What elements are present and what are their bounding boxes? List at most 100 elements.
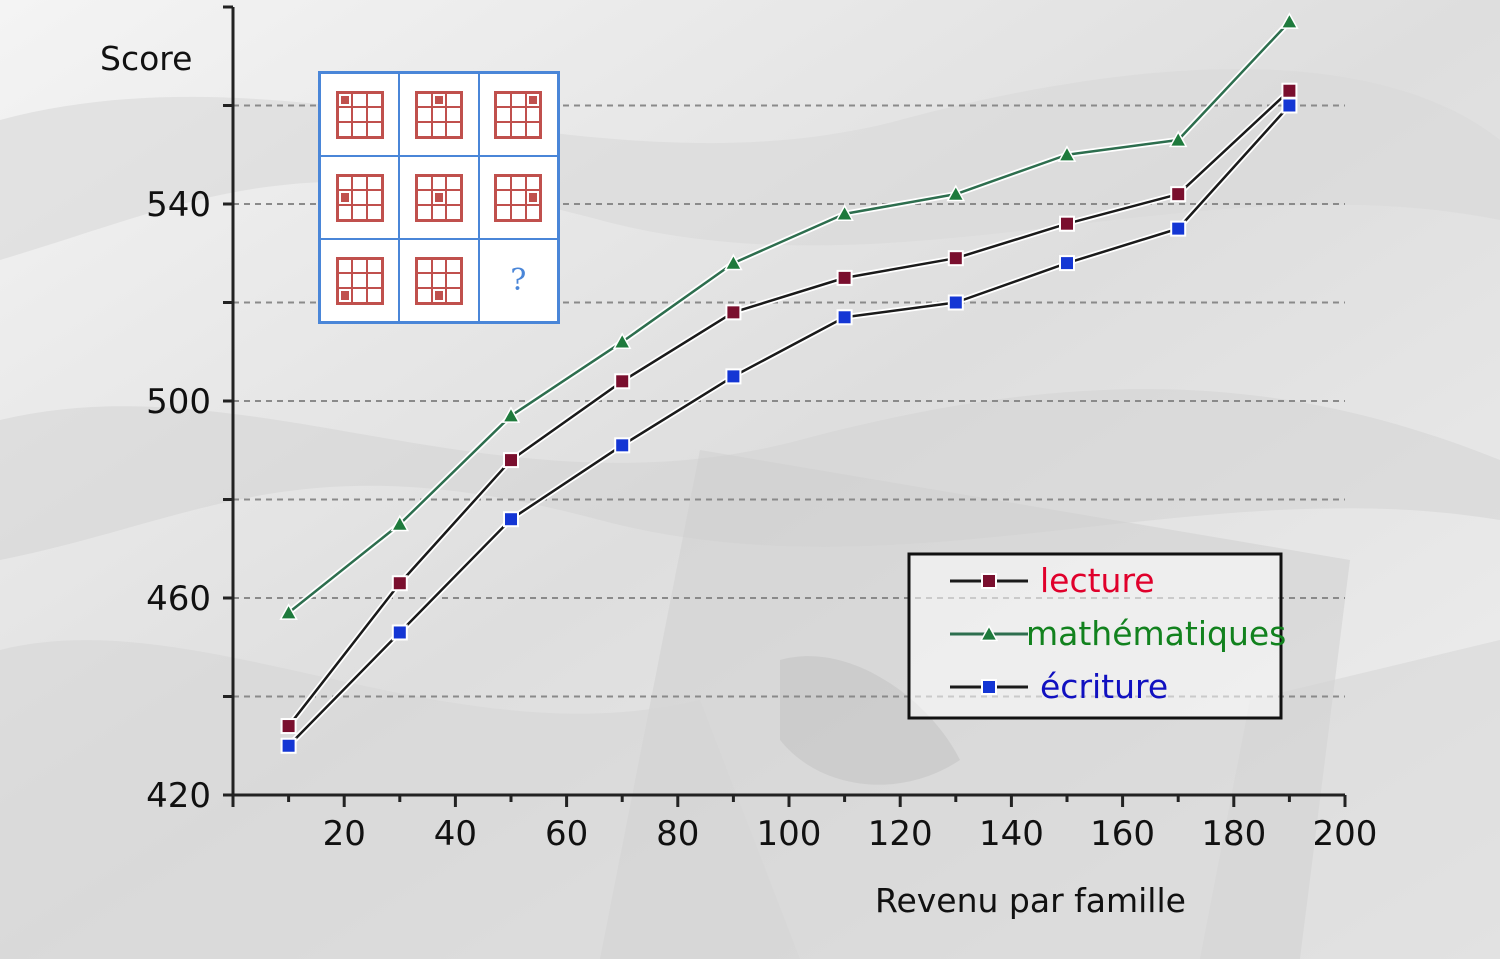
pattern-square (337, 190, 353, 205)
data-point (1168, 130, 1188, 148)
pattern-square (352, 121, 367, 137)
pattern-square (416, 287, 432, 303)
data-point (503, 452, 519, 469)
data-point (1170, 186, 1187, 203)
pattern-square (416, 258, 432, 274)
x-tick-label: 120 (868, 814, 933, 854)
series-line (287, 89, 1291, 727)
pattern-square (496, 190, 511, 205)
data-point (612, 332, 632, 350)
pattern-square (431, 175, 447, 191)
pattern-square (431, 107, 447, 122)
pattern-square (525, 121, 541, 137)
pattern-square (431, 273, 447, 288)
legend-label: lecture (1040, 561, 1155, 600)
pattern-square (366, 121, 382, 137)
puzzle-cell (320, 156, 400, 239)
pattern-square (416, 204, 432, 220)
data-point (1057, 145, 1077, 162)
puzzle-cell (478, 156, 558, 239)
pattern-square (416, 175, 432, 191)
pattern-square (431, 190, 447, 205)
pattern-square (366, 258, 382, 274)
pattern-square (525, 92, 541, 108)
puzzle-pattern (494, 90, 543, 139)
data-point (1059, 215, 1075, 232)
pattern-square (352, 287, 367, 303)
puzzle-pattern (494, 173, 543, 222)
pattern-square (352, 204, 367, 220)
data-point (614, 373, 631, 390)
data-point (1281, 97, 1298, 114)
data-point (947, 250, 964, 267)
series-line (287, 104, 1291, 747)
puzzle-cell (478, 73, 558, 156)
series-écriture (280, 97, 1298, 754)
x-tick-label: 80 (656, 814, 699, 854)
x-tick-label: 140 (979, 814, 1044, 854)
pattern-square (446, 287, 461, 303)
pattern-square (525, 204, 541, 220)
pattern-square (510, 107, 526, 122)
matrix-puzzle: ? (318, 71, 560, 324)
pattern-square (496, 204, 511, 220)
pattern-square (352, 175, 367, 191)
data-point (614, 437, 631, 454)
puzzle-cell (399, 239, 479, 322)
data-point (836, 309, 853, 326)
y-axis-title: Score (100, 39, 192, 78)
pattern-square (510, 121, 526, 137)
axes (223, 5, 1347, 807)
pattern-square (525, 107, 541, 122)
puzzle-cell (320, 73, 400, 156)
data-point (1170, 220, 1187, 237)
puzzle-pattern (414, 256, 463, 305)
pattern-square (431, 121, 447, 137)
data-point (725, 368, 742, 385)
pattern-square (366, 287, 382, 303)
series (279, 12, 1299, 754)
pattern-square (337, 121, 353, 137)
x-tick-label: 60 (545, 814, 588, 854)
pattern-square (510, 204, 526, 220)
pattern-square (352, 190, 367, 205)
data-point (279, 603, 298, 620)
legend-marker (981, 679, 997, 695)
tick-labels: 420 460 500 540 20 40 60 80 100 120 140 160 180 200 (146, 185, 1377, 854)
x-tick-label: 40 (434, 814, 477, 854)
data-point (391, 575, 408, 592)
pattern-square (366, 190, 382, 205)
pattern-square (446, 258, 461, 274)
data-point (501, 406, 521, 423)
data-point (947, 294, 964, 311)
pattern-square (510, 92, 526, 108)
pattern-square (352, 92, 367, 108)
pattern-square (337, 287, 353, 303)
pattern-square (446, 107, 461, 122)
data-point (725, 304, 742, 321)
pattern-square (446, 121, 461, 137)
pattern-square (352, 258, 367, 274)
pattern-square (496, 107, 511, 122)
puzzle-cell (399, 156, 479, 239)
pattern-square (431, 287, 447, 303)
y-tick-label: 540 (146, 185, 211, 225)
pattern-square (416, 190, 432, 205)
data-point (946, 184, 966, 202)
pattern-square (337, 204, 353, 220)
puzzle-pattern (335, 256, 384, 305)
pattern-square (416, 273, 432, 288)
puzzle-question-mark: ? (510, 263, 527, 298)
x-tick-label: 20 (323, 814, 366, 854)
data-point (391, 624, 408, 641)
series-line (287, 20, 1291, 614)
pattern-square (510, 175, 526, 191)
data-point (724, 253, 743, 271)
pattern-square (525, 175, 541, 191)
pattern-square (366, 175, 382, 191)
pattern-square (366, 92, 382, 108)
pattern-square (366, 273, 382, 288)
pattern-square (337, 258, 353, 274)
data-point (280, 737, 297, 754)
